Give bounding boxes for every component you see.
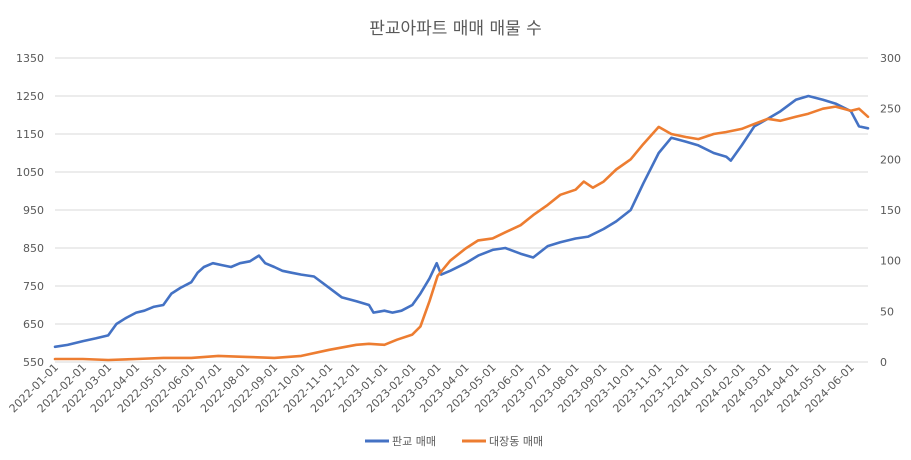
left-y-tick-label: 1250	[16, 90, 44, 103]
left-y-tick-label: 1150	[16, 128, 44, 141]
right-y-tick-label: 100	[880, 255, 901, 268]
left-y-tick-label: 650	[23, 318, 44, 331]
left-y-axis-tick-labels: 550 650 750 850 950 1050 1150 1250 1350	[16, 52, 44, 369]
chart-title: 판교아파트 매매 매물 수	[369, 19, 542, 39]
gridlines	[55, 57, 868, 363]
right-y-axis-tick-labels: 0 50 100 150 200 250 300	[880, 52, 901, 369]
left-y-tick-label: 850	[23, 242, 44, 255]
left-y-tick-label: 1350	[16, 52, 44, 65]
legend-label: 판교 매매	[392, 435, 436, 448]
left-y-tick-label: 1050	[16, 166, 44, 179]
right-y-tick-label: 50	[880, 305, 894, 318]
series-lines	[53, 94, 870, 362]
legend-label: 대장동 매매	[489, 435, 543, 448]
legend: 판교 매매 대장동 매매	[365, 435, 543, 448]
right-y-tick-label: 150	[880, 204, 901, 217]
right-y-tick-label: 300	[880, 52, 901, 65]
right-y-tick-label: 0	[880, 356, 887, 369]
left-y-tick-label: 750	[23, 280, 44, 293]
left-y-tick-label: 950	[23, 204, 44, 217]
series-line-1	[53, 94, 870, 349]
right-y-tick-label: 200	[880, 153, 901, 166]
left-y-tick-label: 550	[23, 356, 44, 369]
series-line-2	[53, 105, 870, 362]
right-y-tick-label: 250	[880, 103, 901, 116]
